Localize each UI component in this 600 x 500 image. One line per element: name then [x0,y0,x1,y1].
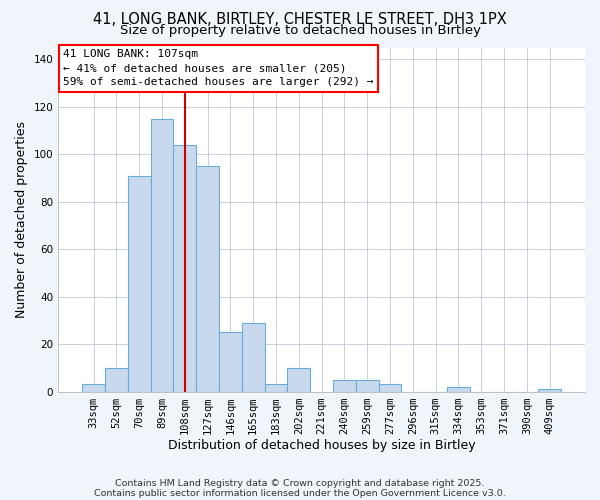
Text: 41 LONG BANK: 107sqm
← 41% of detached houses are smaller (205)
59% of semi-deta: 41 LONG BANK: 107sqm ← 41% of detached h… [64,49,374,87]
Bar [356,380,379,392]
Bar [105,368,128,392]
Bar [538,389,561,392]
Bar [219,332,242,392]
Text: Contains HM Land Registry data © Crown copyright and database right 2025.: Contains HM Land Registry data © Crown c… [115,478,485,488]
Bar [265,384,287,392]
Text: Contains public sector information licensed under the Open Government Licence v3: Contains public sector information licen… [94,488,506,498]
Bar [151,118,173,392]
Bar [82,384,105,392]
Bar [379,384,401,392]
Bar [447,387,470,392]
Bar [173,145,196,392]
X-axis label: Distribution of detached houses by size in Birtley: Distribution of detached houses by size … [168,440,475,452]
Bar [196,166,219,392]
Bar [128,176,151,392]
Y-axis label: Number of detached properties: Number of detached properties [15,121,28,318]
Text: 41, LONG BANK, BIRTLEY, CHESTER LE STREET, DH3 1PX: 41, LONG BANK, BIRTLEY, CHESTER LE STREE… [93,12,507,28]
Bar [333,380,356,392]
Text: Size of property relative to detached houses in Birtley: Size of property relative to detached ho… [119,24,481,37]
Bar [242,323,265,392]
Bar [287,368,310,392]
